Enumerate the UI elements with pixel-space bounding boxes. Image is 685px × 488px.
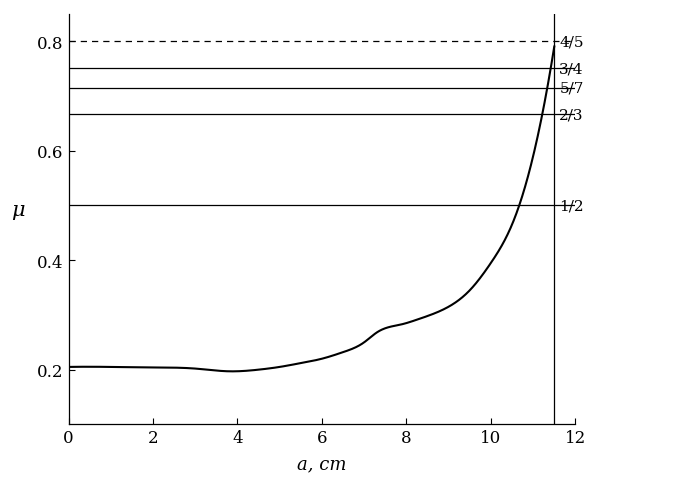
Text: 5/7: 5/7 [560,82,584,96]
Text: 3/4: 3/4 [560,62,584,76]
X-axis label: a, cm: a, cm [297,455,347,473]
Y-axis label: μ: μ [11,201,25,220]
Text: 2/3: 2/3 [560,108,584,122]
Text: 1/2: 1/2 [560,199,584,213]
Text: 4/5: 4/5 [560,35,584,49]
